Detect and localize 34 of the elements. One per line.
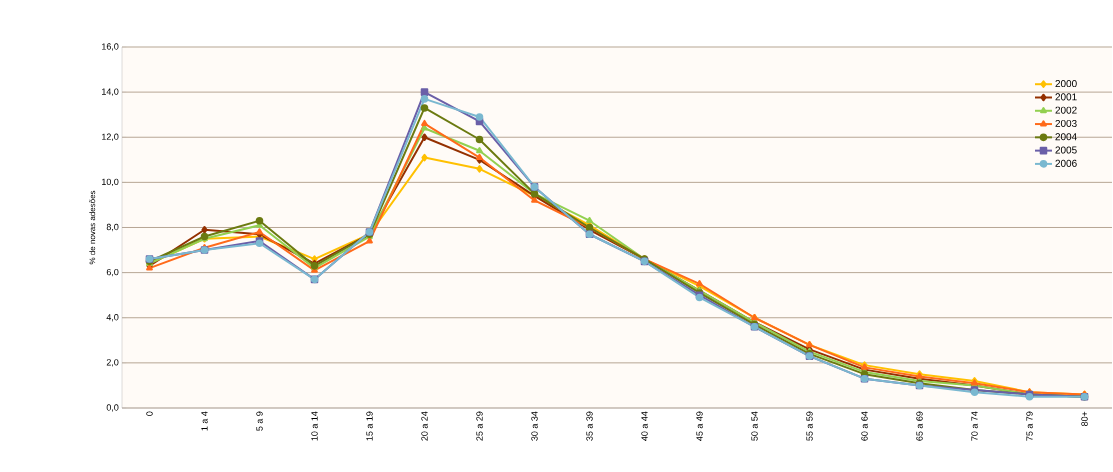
x-tick-label: 45 a 49 [696, 411, 703, 441]
x-tick-label: 15 a 19 [366, 411, 373, 441]
legend-label: 2002 [1055, 106, 1077, 114]
x-tick-label: 50 a 54 [751, 411, 758, 441]
x-tick-label: 55 a 59 [806, 411, 813, 441]
y-tick-label: 14,0 [102, 88, 119, 96]
y-tick-label: 8,0 [106, 223, 119, 232]
legend-label: 2004 [1055, 133, 1077, 141]
legend-label: 2001 [1055, 93, 1077, 101]
legend-label: 2006 [1055, 159, 1077, 167]
x-tick-label: 5 a 9 [256, 411, 263, 431]
y-tick-label: 0,0 [106, 404, 119, 412]
x-tick-label: 80+ [1081, 411, 1088, 427]
y-tick-label: 2,0 [106, 359, 119, 367]
x-tick-label: 60 a 64 [861, 411, 868, 441]
x-tick-label: 40 a 44 [641, 411, 648, 441]
x-tick-label: 20 a 24 [421, 411, 428, 441]
x-tick-label: 35 a 39 [586, 411, 593, 441]
y-tick-label: 10,0 [102, 178, 119, 187]
x-tick-label: 75 a 79 [1026, 411, 1033, 441]
y-tick-label: 6,0 [106, 268, 119, 277]
y-tick-label: 12,0 [102, 133, 119, 141]
x-tick-label: 1 a 4 [201, 411, 208, 431]
x-tick-label: 10 a 14 [311, 411, 318, 441]
x-tick-label: 70 a 74 [971, 411, 978, 441]
legend-label: 2003 [1055, 119, 1077, 127]
legend-label: 2000 [1055, 80, 1077, 88]
x-tick-label: 25 a 29 [476, 411, 483, 441]
legend-label: 2005 [1055, 146, 1077, 154]
x-tick-label: 30 a 34 [531, 411, 538, 441]
y-tick-label: 16,0 [102, 43, 119, 51]
x-tick-label: 65 a 69 [916, 411, 923, 441]
y-tick-label: 4,0 [106, 314, 119, 322]
x-tick-label: 0 [146, 411, 153, 416]
